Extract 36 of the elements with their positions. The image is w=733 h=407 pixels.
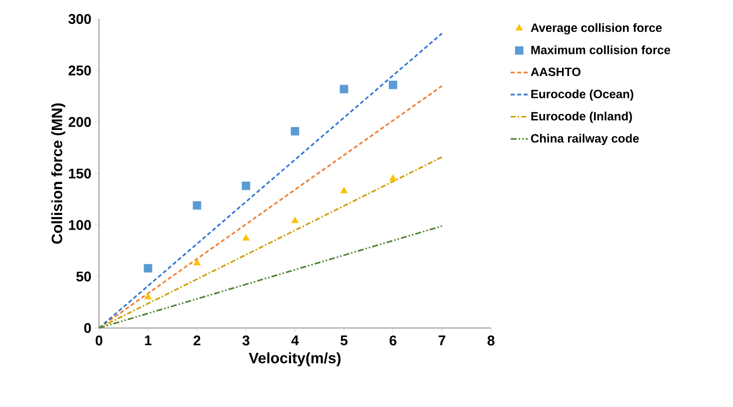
point [340, 186, 348, 194]
point [144, 264, 152, 272]
y-tick-label: 150 [68, 168, 91, 178]
point [340, 84, 348, 94]
point [290, 127, 300, 136]
point [144, 292, 152, 300]
x-tick-label: 3 [242, 336, 250, 346]
point [389, 174, 397, 181]
x-tick-label: 0 [96, 336, 102, 346]
x-tick-label: 1 [144, 336, 152, 346]
legend-label: China railway code [531, 134, 639, 146]
x-tick-label: 8 [488, 336, 494, 346]
point [192, 201, 202, 210]
x-tick-label: 7 [438, 336, 446, 346]
legend-label: Average collision force [530, 23, 662, 34]
y-tick-label: 300 [68, 14, 91, 24]
y-tick-label: 0 [84, 323, 91, 333]
y-tick-label: 100 [68, 220, 91, 230]
legend-label: AASHTO [530, 68, 580, 76]
point [291, 216, 299, 224]
y-tick-label: 50 [76, 272, 91, 282]
point [388, 80, 398, 90]
point [242, 234, 250, 241]
legend-label: Eurocode (Inland) [531, 112, 632, 123]
x-tick-label: 5 [340, 336, 348, 346]
x-axis-title: Velocity(m/s) [248, 352, 341, 366]
legend-label: Maximum collision force [531, 45, 670, 54]
x-tick-label: 6 [390, 336, 396, 346]
y-tick-label: 250 [68, 66, 91, 76]
point [242, 182, 250, 190]
x-tick-label: 4 [291, 336, 299, 346]
x-tick-label: 2 [194, 336, 200, 346]
y-axis-title: Collision force (MN) [51, 103, 66, 244]
point [193, 258, 201, 266]
legend-label: Eurocode (Ocean) [531, 89, 634, 101]
y-tick-label: 200 [68, 117, 91, 127]
